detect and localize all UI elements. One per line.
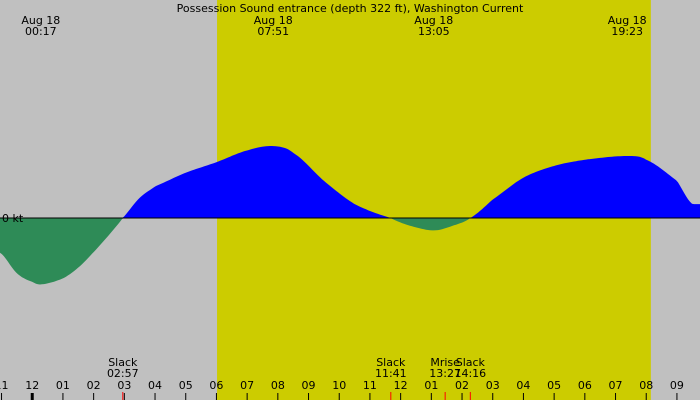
- hour-tick-label: 04: [516, 379, 530, 392]
- hour-tick-label: 10: [332, 379, 346, 392]
- hour-tick-label: 12: [25, 379, 39, 392]
- extreme-date-label: Aug 18: [414, 14, 453, 27]
- hour-tick-label: 05: [179, 379, 193, 392]
- event-time-label: 02:57: [107, 367, 139, 380]
- chart-title: Possession Sound entrance (depth 322 ft)…: [177, 2, 524, 15]
- extreme-time-label: 07:51: [257, 25, 289, 38]
- hour-tick-label: 09: [670, 379, 684, 392]
- hour-tick-label: 12: [394, 379, 408, 392]
- hour-tick-label: 01: [56, 379, 70, 392]
- hour-tick-label: 05: [547, 379, 561, 392]
- hour-tick-label: 02: [455, 379, 469, 392]
- event-name-label: Slack: [376, 356, 406, 369]
- hour-tick-label: 03: [486, 379, 500, 392]
- hour-tick-label: 09: [302, 379, 316, 392]
- event-time-label: 11:41: [375, 367, 407, 380]
- zero-knot-label: 0 kt: [2, 212, 24, 225]
- flood-current-area: [0, 146, 700, 218]
- hour-tick-label: 03: [117, 379, 131, 392]
- hour-tick-label: 11: [363, 379, 377, 392]
- hour-tick-label: 06: [578, 379, 592, 392]
- hour-tick-label: 07: [240, 379, 254, 392]
- extreme-date-label: Aug 18: [608, 14, 647, 27]
- hour-tick-label: 04: [148, 379, 162, 392]
- extreme-time-label: 00:17: [25, 25, 57, 38]
- hour-tick-label: 06: [209, 379, 223, 392]
- hour-tick-label: 08: [639, 379, 653, 392]
- extreme-date-label: Aug 18: [254, 14, 293, 27]
- extreme-date-label: Aug 18: [21, 14, 60, 27]
- extreme-time-label: 13:05: [418, 25, 450, 38]
- event-name-label: Slack: [456, 356, 486, 369]
- event-name-label: Mrise: [430, 356, 460, 369]
- hour-tick-label: 07: [609, 379, 623, 392]
- event-time-label: 13:27: [429, 367, 461, 380]
- hour-tick-label: 08: [271, 379, 285, 392]
- event-labels: Slack02:57Slack11:41Mrise13:27Slack14:16…: [107, 356, 486, 400]
- hour-tick-label: 11: [0, 379, 9, 392]
- event-name-label: Slack: [108, 356, 138, 369]
- hour-tick-label: 02: [87, 379, 101, 392]
- event-time-label: 14:16: [454, 367, 486, 380]
- hour-tick-label: 01: [424, 379, 438, 392]
- ebb-current-area: [0, 218, 700, 285]
- extreme-time-label: 19:23: [611, 25, 643, 38]
- hour-axis: 11 12 01 02 03 04 05 06 07 08 09 10 11 12 01 02 03 04 05 06…: [0, 379, 684, 400]
